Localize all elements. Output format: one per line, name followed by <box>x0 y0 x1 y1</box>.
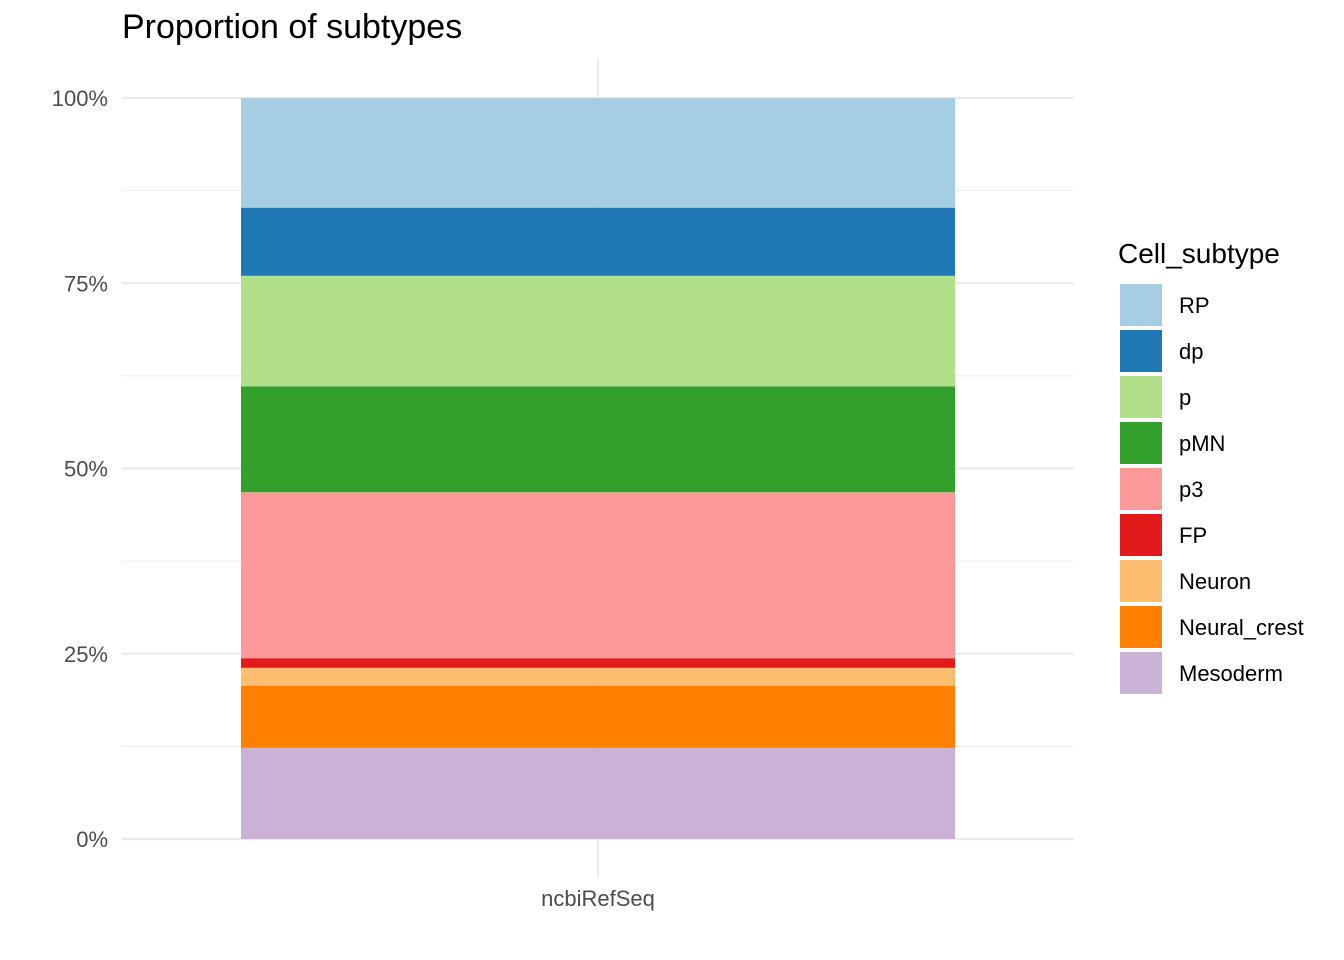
bar-layer <box>241 98 955 839</box>
legend-key-p <box>1120 376 1162 418</box>
legend-key-neuron <box>1120 560 1162 602</box>
legend-label: pMN <box>1179 431 1225 456</box>
bar-segment-fp <box>241 658 955 668</box>
legend-key-rp <box>1120 284 1162 326</box>
legend-key-fp <box>1120 514 1162 556</box>
bar-segment-p <box>241 275 955 387</box>
legend-label: p <box>1179 385 1191 410</box>
legend-key-dp <box>1120 330 1162 372</box>
legend-label: p3 <box>1179 477 1203 502</box>
chart-title: Proportion of subtypes <box>122 8 462 46</box>
x-tick-label: ncbiRefSeq <box>541 886 655 911</box>
bar-segment-p3 <box>241 492 955 659</box>
legend-label: Neuron <box>1179 569 1251 594</box>
axis-layer: 0% 25% 50% 75% 100% ncbiRefSeq <box>52 86 655 911</box>
legend-key-pmn <box>1120 422 1162 464</box>
legend: Cell_subtype RP dp p pMN p3 FP Neuron Neural_cr… <box>1118 238 1304 694</box>
bar-segment-pmn <box>241 386 955 493</box>
legend-title: Cell_subtype <box>1118 238 1280 269</box>
legend-key-p3 <box>1120 468 1162 510</box>
bar-segment-mesoderm <box>241 747 955 839</box>
bar-segment-neuron <box>241 667 955 686</box>
y-tick-label: 25% <box>64 642 108 667</box>
legend-label: Neural_crest <box>1179 615 1304 640</box>
legend-key-mesoderm <box>1120 652 1162 694</box>
y-tick-label: 75% <box>64 271 108 296</box>
legend-label: dp <box>1179 339 1203 364</box>
legend-label: FP <box>1179 523 1207 548</box>
bar-segment-dp <box>241 207 955 276</box>
y-tick-label: 100% <box>52 86 108 111</box>
legend-label: Mesoderm <box>1179 661 1283 686</box>
legend-label: RP <box>1179 293 1210 318</box>
y-tick-label: 0% <box>76 827 108 852</box>
bar-segment-neural-crest <box>241 685 955 748</box>
legend-key-neural-crest <box>1120 606 1162 648</box>
y-tick-label: 50% <box>64 457 108 482</box>
bar-segment-rp <box>241 98 955 208</box>
